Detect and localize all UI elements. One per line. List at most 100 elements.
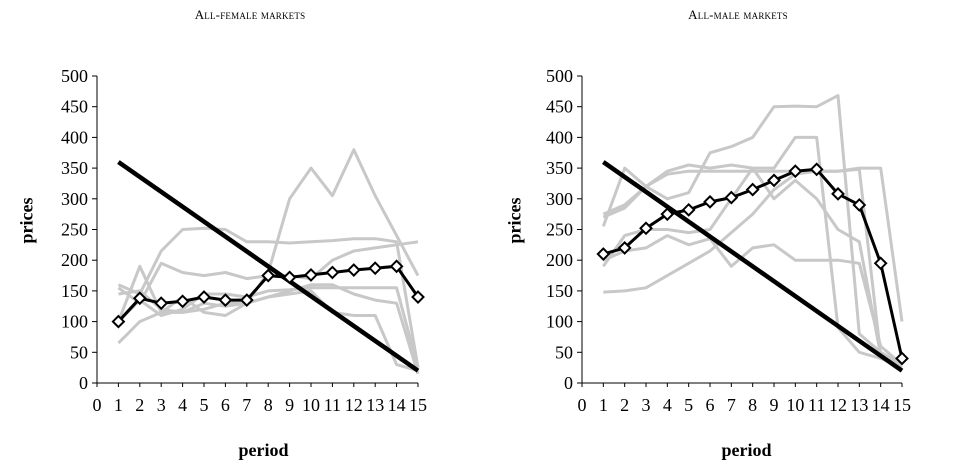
y-axis-label: prices [504,197,525,244]
x-tick-label: 10 [786,395,804,415]
x-tick-label: 2 [135,395,144,415]
y-tick-label: 350 [61,158,88,178]
average-point-marker [197,290,211,304]
average-point-marker [411,290,425,304]
y-tick-label: 0 [564,373,573,393]
average-point-marker [304,268,318,282]
x-tick-label: 9 [770,395,779,415]
y-tick-label: 200 [546,250,573,270]
average-point-marker [218,293,233,308]
average-point-marker [389,259,404,274]
x-tick-label: 10 [302,395,320,415]
reference-line [602,160,904,373]
chart-title-text: All-male markets [688,7,788,22]
average-point-marker [852,198,867,212]
average-point-marker [873,256,888,271]
chart-panel-male: 0 50 100 150 200 250 300 350 400 450 500 0 1 2 3 4 5 6 7 8 9… [488,0,975,466]
average-point-marker [809,162,824,177]
y-tick-label: 250 [61,220,88,240]
x-tick-label: 6 [221,395,230,415]
average-point-marker [788,164,803,179]
y-tick-label: 200 [61,250,88,270]
average-point-marker [703,194,717,209]
chart-title: All-male markets [608,7,868,31]
average-point-marker [660,207,675,222]
y-tick-label: 150 [546,281,573,301]
x-tick-label: 13 [850,395,868,415]
x-tick-label: 3 [157,395,166,415]
x-tick-label: 5 [684,395,693,415]
x-tick-label: 8 [264,395,273,415]
y-tick-label: 50 [555,342,573,362]
x-tick-label: 11 [324,395,341,415]
x-tick-label: 3 [642,395,651,415]
y-tick-label: 350 [546,158,573,178]
x-tick-label: 12 [345,395,363,415]
y-tick-label: 400 [61,127,88,147]
market-series-line [602,94,903,366]
x-tick-label: 14 [388,395,406,415]
y-tick-label: 100 [61,312,88,332]
average-point-marker [724,190,739,205]
average-point-marker [261,268,276,283]
chart-title-text: All-female markets [194,7,306,22]
average-point-marker [831,186,845,201]
y-tick-label: 400 [546,127,573,147]
chart-panel-female: 0 50 100 150 200 250 300 350 400 450 500 0 1 2 3 4 5 6 7 8 9… [0,0,487,466]
average-point-marker [617,241,632,255]
average-point-marker [639,221,653,236]
x-axis-label: period [721,440,772,460]
market-series-line [602,166,903,366]
reference-line [117,160,420,373]
average-point-marker [745,182,760,197]
market-series-line [117,226,420,368]
y-tick-label: 500 [61,66,88,86]
x-tick-label: 9 [285,395,294,415]
y-tick-label: 300 [546,189,573,209]
y-tick-label: 450 [61,97,88,117]
market-series-line [602,167,903,369]
x-tick-label: 14 [872,395,890,415]
average-point-marker [767,173,781,188]
x-tick-label: 4 [178,395,187,415]
y-axis-label: prices [16,197,37,244]
average-point-marker [132,291,147,306]
x-tick-label: 0 [93,395,102,415]
market-series-line [118,283,420,375]
y-tick-label: 50 [70,342,88,362]
x-tick-label: 5 [200,395,209,415]
average-point-marker [282,270,297,285]
average-point-marker [111,314,126,329]
y-tick-label: 0 [79,373,88,393]
x-tick-label: 2 [620,395,629,415]
y-tick-label: 500 [546,66,573,86]
x-axis-label: period [238,440,289,460]
y-tick-label: 250 [546,220,573,240]
market-series-line [602,234,903,366]
x-tick-label: 1 [599,395,608,415]
average-point-marker [325,265,340,280]
average-point-marker [596,247,611,261]
x-tick-label: 13 [366,395,384,415]
y-tick-label: 450 [546,97,573,117]
x-tick-label: 4 [663,395,672,415]
x-tick-label: 15 [893,395,911,415]
x-tick-label: 7 [242,395,251,415]
chart-title: All-female markets [120,7,380,31]
market-series-line [117,286,420,368]
x-tick-label: 12 [829,395,847,415]
x-tick-label: 11 [808,395,825,415]
average-point-marker [175,294,190,309]
average-point-marker [895,351,909,366]
average-point-marker [239,293,254,308]
average-point-marker [154,296,169,311]
x-tick-label: 15 [409,395,427,415]
y-tick-label: 150 [61,281,88,301]
average-point-marker [346,263,361,277]
x-tick-label: 6 [706,395,715,415]
x-tick-label: 8 [748,395,757,415]
x-tick-label: 7 [727,395,736,415]
x-tick-label: 0 [578,395,587,415]
